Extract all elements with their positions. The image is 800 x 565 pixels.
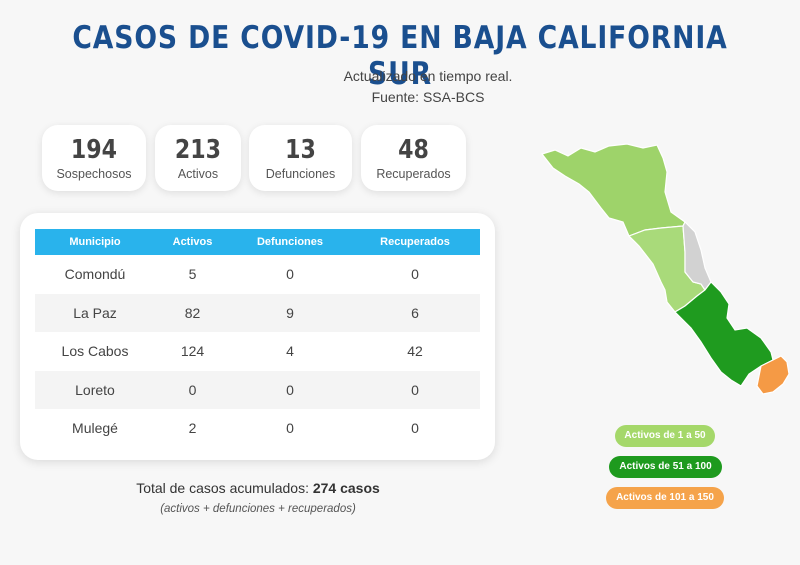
column-header-defunciones: Defunciones	[230, 229, 350, 255]
cell-activos: 5	[188, 266, 197, 283]
page-title: CASOS DE COVID-19 EN BAJA CALIFORNIA SUR	[72, 20, 728, 92]
cell-municipio: La Paz	[35, 293, 155, 332]
cell-defunciones: 4	[286, 343, 294, 360]
cell-recuperados: 6	[350, 293, 480, 332]
cell-municipio: Mulegé	[72, 420, 118, 437]
cell-defunciones: 9	[230, 293, 350, 332]
cell-activos: 2	[188, 420, 197, 437]
stat-label: Recuperados	[376, 167, 451, 181]
legend-activos-51-100: Activos de 51 a 100	[609, 456, 722, 478]
cell-municipio: Comondú	[64, 266, 126, 283]
table-row: Loreto 0 0 0	[35, 370, 480, 409]
table-row: Los Cabos 124 4 42	[35, 332, 480, 371]
column-header-activos: Activos	[155, 229, 230, 255]
table-header-row: Municipio Activos Defunciones Recuperado…	[35, 229, 480, 255]
column-header-recuperados: Recuperados	[350, 229, 480, 255]
cell-recuperados: 0	[411, 420, 419, 437]
cell-municipio: Loreto	[35, 370, 155, 409]
table-row: Comondú 5 0 0	[35, 255, 480, 294]
stat-card-sospechosos: 194 Sospechosos	[42, 125, 146, 191]
stat-value: 194	[70, 135, 118, 165]
stat-label: Defunciones	[265, 167, 336, 181]
legend-activos-101-150: Activos de 101 a 150	[606, 487, 724, 509]
stat-label: Activos	[177, 167, 219, 181]
column-header-municipio: Municipio	[35, 229, 155, 255]
legend-activos-1-50: Activos de 1 a 50	[615, 425, 715, 447]
cell-recuperados: 42	[407, 343, 423, 360]
cell-activos: 0	[155, 370, 230, 409]
map-los-cabos	[756, 355, 790, 395]
table-row: La Paz 82 9 6	[35, 293, 480, 332]
map-la-paz	[674, 281, 774, 387]
total-value: 274 casos	[312, 480, 380, 496]
stat-label: Sospechosos	[56, 167, 132, 181]
cell-activos: 124	[180, 343, 205, 360]
total-label: Total de casos acumulados:	[136, 480, 309, 496]
total-cases: Total de casos acumulados: 274 casos	[0, 480, 516, 496]
update-note: Actualizado en tiempo real.	[343, 68, 513, 84]
cell-activos: 82	[155, 293, 230, 332]
bcs-map	[540, 143, 790, 395]
cell-defunciones: 0	[230, 370, 350, 409]
cell-defunciones: 0	[286, 266, 294, 283]
stat-card-recuperados: 48 Recuperados	[361, 125, 466, 191]
source-note: Fuente: SSA-BCS	[371, 89, 485, 105]
cell-recuperados: 0	[411, 266, 419, 283]
total-note: (activos + defunciones + recuperados)	[160, 503, 356, 515]
stat-card-activos: 213 Activos	[155, 125, 241, 191]
stat-card-defunciones: 13 Defunciones	[249, 125, 352, 191]
stat-value: 13	[285, 135, 316, 165]
cell-municipio: Los Cabos	[61, 343, 129, 360]
cell-recuperados: 0	[350, 370, 480, 409]
municipios-table-card: Municipio Activos Defunciones Recuperado…	[20, 213, 495, 460]
cell-defunciones: 0	[286, 420, 294, 437]
stat-value: 48	[398, 135, 429, 165]
map-mulege	[540, 143, 686, 237]
municipios-table: Municipio Activos Defunciones Recuperado…	[35, 229, 480, 448]
table-row: Mulegé 2 0 0	[35, 409, 480, 448]
stat-value: 213	[174, 135, 222, 165]
